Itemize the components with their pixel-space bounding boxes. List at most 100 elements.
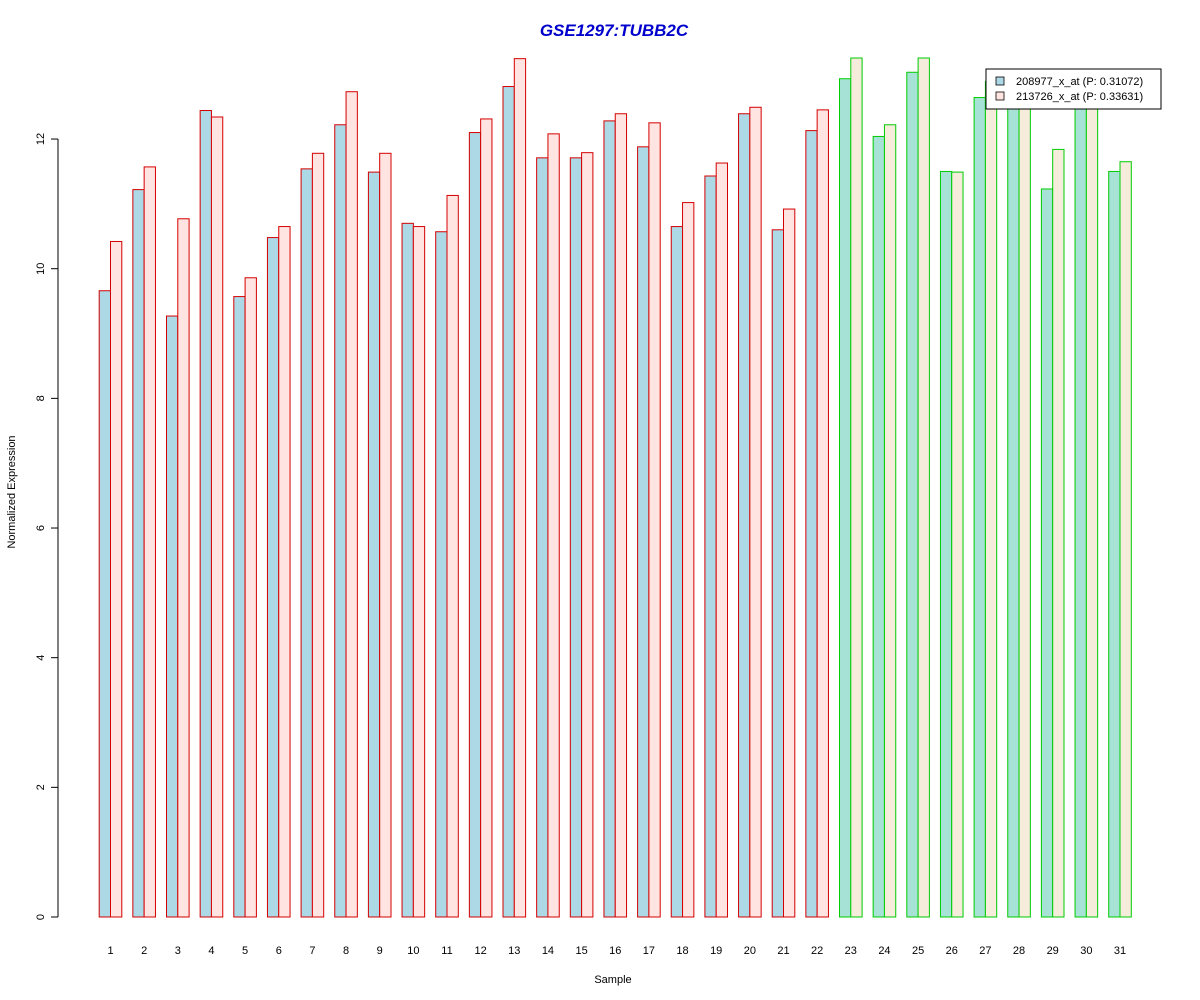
- bar-208977-x-at: [1007, 104, 1020, 918]
- bar-208977-x-at: [468, 132, 482, 918]
- x-axis-ticks: 1 2 3 4 5 6 7 8 9 10 11 12 13 14 15 16 17 18 19 20 21 22 23 24 2…: [107, 945, 1126, 957]
- x-tick-label: 26: [946, 945, 958, 957]
- x-axis-label: Sample: [594, 974, 631, 986]
- bar-208977-x-at: [906, 71, 919, 918]
- bar-213726-x-at: [379, 152, 392, 918]
- bar-208977-x-at: [132, 189, 145, 918]
- bar-208977-x-at: [1074, 101, 1087, 918]
- bar-213726-x-at: [143, 166, 156, 918]
- bar-208977-x-at: [98, 290, 111, 918]
- bar-213726-x-at: [1052, 148, 1065, 918]
- bar-213726-x-at: [412, 226, 426, 918]
- x-tick-label: 23: [845, 945, 857, 957]
- legend-swatch-2: [995, 91, 1005, 101]
- bar-208977-x-at: [569, 157, 583, 918]
- bar-208977-x-at: [637, 146, 650, 918]
- bar-213726-x-at: [1018, 91, 1031, 918]
- bar-208977-x-at: [233, 296, 246, 918]
- x-tick-label: 18: [676, 945, 688, 957]
- bar-213726-x-at: [480, 118, 493, 918]
- chart-title: GSE1297:TUBB2C: [540, 21, 689, 40]
- bar-213726-x-at: [984, 80, 998, 918]
- bar-213726-x-at: [917, 57, 930, 918]
- x-tick-label: 13: [508, 945, 520, 957]
- bar-213726-x-at: [783, 208, 796, 918]
- bar-208977-x-at: [166, 315, 179, 918]
- y-tick-label: 6: [35, 525, 47, 531]
- bar-213726-x-at: [816, 109, 829, 918]
- y-tick-label: 2: [35, 784, 47, 790]
- x-tick-label: 14: [542, 945, 554, 957]
- x-tick-label: 28: [1013, 945, 1025, 957]
- bar-213726-x-at: [177, 218, 190, 918]
- x-tick-label: 27: [979, 945, 991, 957]
- bar-208977-x-at: [704, 175, 717, 918]
- bar-213726-x-at: [110, 240, 123, 918]
- bar-208977-x-at: [266, 237, 280, 918]
- bar-213726-x-at: [345, 91, 358, 918]
- x-tick-label: 19: [710, 945, 722, 957]
- y-tick-label: 12: [35, 133, 47, 145]
- bar-213726-x-at: [244, 277, 257, 918]
- bars: [98, 57, 1132, 918]
- bar-208977-x-at: [199, 110, 212, 918]
- y-tick-label: 4: [35, 655, 47, 661]
- bar-213726-x-at: [311, 152, 325, 918]
- legend-box: [985, 68, 1162, 110]
- bar-213726-x-at: [547, 133, 560, 918]
- bar-213726-x-at: [715, 162, 729, 918]
- x-tick-label: 1: [107, 945, 113, 957]
- x-tick-label: 29: [1047, 945, 1059, 957]
- x-tick-label: 8: [343, 945, 349, 957]
- bar-213726-x-at: [951, 171, 964, 918]
- bar-208977-x-at: [805, 130, 818, 918]
- x-tick-label: 11: [441, 945, 452, 957]
- bar-213726-x-at: [446, 194, 459, 918]
- bar-208977-x-at: [536, 157, 549, 918]
- x-tick-label: 30: [1080, 945, 1092, 957]
- x-tick-label: 5: [242, 945, 248, 957]
- bar-208977-x-at: [1040, 188, 1054, 918]
- bar-213726-x-at: [1085, 85, 1099, 918]
- bar-208977-x-at: [738, 113, 751, 918]
- bar-213726-x-at: [682, 202, 695, 918]
- x-tick-label: 10: [407, 945, 419, 957]
- bar-213726-x-at: [581, 152, 594, 918]
- x-tick-label: 2: [141, 945, 147, 957]
- bar-208977-x-at: [367, 171, 381, 918]
- bar-208977-x-at: [401, 222, 414, 918]
- y-axis: 0 2 4 6 8 10 12: [35, 133, 59, 920]
- bar-213726-x-at: [883, 124, 897, 918]
- x-tick-label: 4: [208, 945, 214, 957]
- bar-208977-x-at: [771, 229, 785, 918]
- bar-213726-x-at: [749, 106, 762, 918]
- legend: 208977_x_at (P: 0.31072) 213726_x_at (P:…: [985, 68, 1162, 110]
- x-tick-label: 22: [811, 945, 823, 957]
- x-tick-label: 7: [309, 945, 315, 957]
- bar-208977-x-at: [435, 231, 448, 918]
- bar-208977-x-at: [872, 135, 885, 918]
- bar-208977-x-at: [973, 97, 986, 918]
- bar-208977-x-at: [939, 170, 953, 918]
- x-tick-label: 15: [575, 945, 587, 957]
- x-tick-label: 21: [777, 945, 789, 957]
- bar-208977-x-at: [1108, 170, 1121, 918]
- bar-208977-x-at: [502, 86, 515, 918]
- bar-213726-x-at: [850, 57, 863, 918]
- bar-213726-x-at: [513, 58, 527, 918]
- bar-208977-x-at: [300, 168, 313, 918]
- x-tick-label: 20: [744, 945, 756, 957]
- x-tick-label: 16: [609, 945, 621, 957]
- bar-213726-x-at: [278, 226, 291, 918]
- y-tick-label: 10: [35, 263, 47, 275]
- legend-label-1: 208977_x_at (P: 0.31072): [1016, 76, 1143, 88]
- bar-213726-x-at: [1119, 161, 1132, 918]
- x-tick-label: 6: [276, 945, 282, 957]
- bar-213726-x-at: [210, 116, 224, 918]
- bar-213726-x-at: [614, 113, 628, 918]
- bar-208977-x-at: [670, 226, 684, 918]
- x-tick-label: 17: [643, 945, 655, 957]
- y-tick-label: 8: [35, 395, 47, 401]
- bar-208977-x-at: [603, 120, 616, 918]
